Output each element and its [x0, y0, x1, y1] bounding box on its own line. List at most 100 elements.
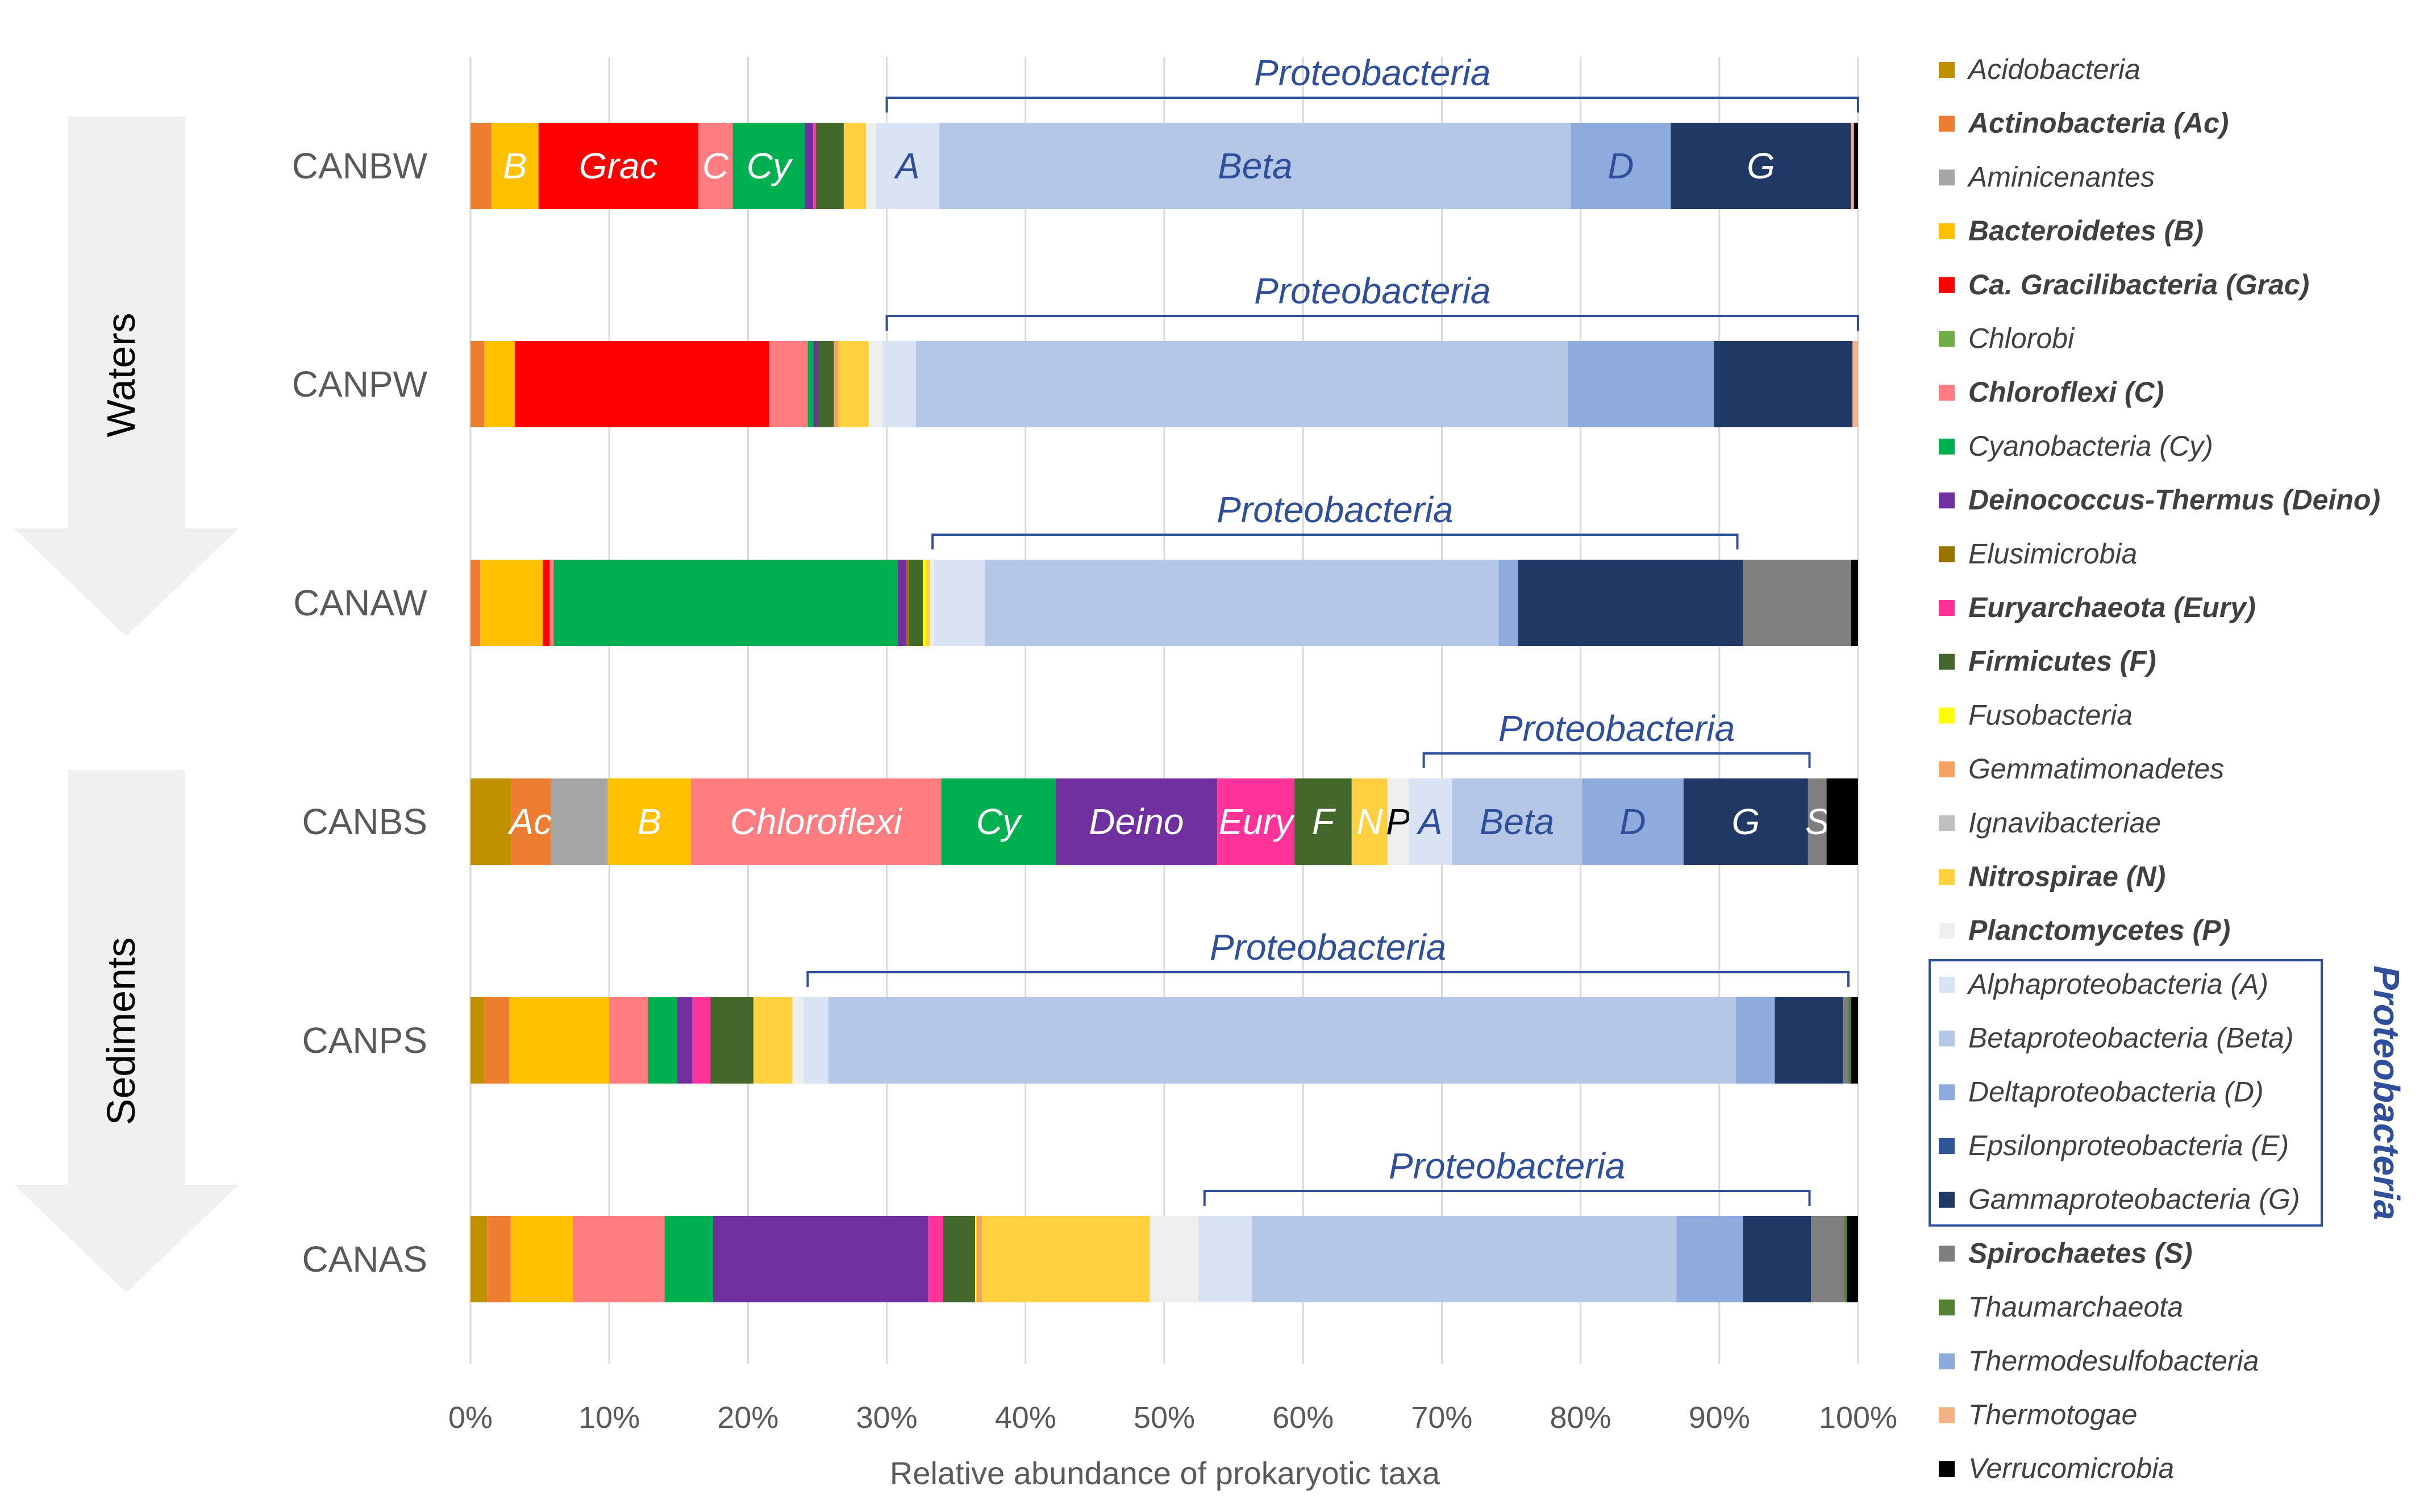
segment-label: D: [1607, 145, 1634, 186]
bar-segment-canas-euryarchaeota: [928, 1216, 943, 1302]
legend-swatch: [1939, 653, 1955, 670]
x-tick-label: 70%: [1411, 1401, 1472, 1435]
bar-segment-canpw-nitrospirae: [838, 341, 869, 427]
legend-entry: Aminicenantes: [1967, 161, 2155, 193]
legend-entry: Chlorobi: [1968, 323, 2075, 355]
bar-segment-canas-planctomycetes: [1150, 1216, 1198, 1302]
bar-segment-canbw-cyanobacteria: [732, 123, 805, 209]
legend-entry: Gemmatimonadetes: [1968, 753, 2224, 785]
proteobacteria-label: Proteobacteria: [1210, 927, 1446, 968]
bar-segment-canbw-bacteroidetes: [491, 123, 539, 209]
sediments-arrow: [14, 770, 239, 1293]
proteobacteria-bracket: [806, 971, 1850, 987]
legend-swatch: [1939, 600, 1955, 616]
bar-segment-canbs-acidobacteria: [470, 778, 511, 865]
bar-segment-canas-bacteroidetes: [510, 1216, 573, 1302]
proteobacteria-label: Proteobacteria: [1254, 270, 1490, 311]
segment-label: Beta: [1480, 801, 1555, 842]
bar-segment-canas-deinococcusthermus: [713, 1216, 928, 1302]
bar-segment-canas-actinobacteria: [487, 1216, 511, 1302]
bar-segment-canpw-actinobacteria: [470, 341, 485, 427]
bar-segment-canps-alphaproteobacteria: [803, 997, 829, 1084]
legend-swatch: [1939, 976, 1955, 993]
bar-segment-canaw-deinococcusthermus: [898, 560, 906, 646]
bar-segment-canbw-gammaproteobacteria: [1671, 123, 1851, 209]
bar-segment-canbw-thermotogae: [1851, 123, 1854, 209]
bar-segment-canaw-gammaproteobacteria: [1518, 560, 1743, 646]
legend-swatch: [1939, 169, 1955, 186]
segment-label: Grac: [579, 145, 658, 186]
segment-label: Cy: [747, 145, 793, 186]
legend-swatch: [1939, 707, 1955, 724]
bar-segment-canps-deinococcusthermus: [677, 997, 693, 1084]
bar-segment-canps-actinobacteria: [484, 997, 510, 1084]
segment-label: Cy: [976, 801, 1023, 842]
legend-swatch: [1939, 1299, 1955, 1316]
bar-segment-canbs-euryarchaeota: [1217, 778, 1295, 865]
bar-segment-canbw-planctomycetes: [865, 123, 876, 209]
category-label: CANAS: [302, 1239, 428, 1280]
bar-segment-canbs-verrucomicrobia: [1826, 778, 1858, 865]
bar-segment-canbs-gammaproteobacteria: [1683, 778, 1808, 865]
bar-segment-canas-spirochaetes: [1811, 1216, 1844, 1302]
bar-segment-canbw-firmicutes: [816, 123, 844, 209]
bar-segment-canbw-euryarchaeota: [813, 123, 817, 209]
x-tick-label: 0%: [448, 1401, 493, 1435]
bar-segment-canbs-chloroflexi: [690, 778, 942, 865]
proteobacteria-label: Proteobacteria: [1217, 489, 1453, 530]
bar-segment-canbs-nitrospirae: [1351, 778, 1388, 865]
legend-entry: Planctomycetes (P): [1968, 914, 2230, 946]
bar-segment-canaw-chloroflexi: [549, 560, 554, 646]
legend-entry: Fusobacteria: [1968, 699, 2133, 731]
bar-segment-canps-chloroflexi: [609, 997, 648, 1084]
legend-entry: Acidobacteria: [1967, 53, 2140, 85]
bar-segment-canbs-bacteroidetes: [607, 778, 691, 865]
bar-segment-canps-acidobacteria: [470, 997, 485, 1084]
bar-segment-canbw-deltaproteobacteria: [1571, 123, 1671, 209]
bar-segment-canps-planctomycetes: [792, 997, 804, 1084]
bar-segment-canaw-firmicutes: [909, 560, 923, 646]
legend-entry: Firmicutes (F): [1968, 645, 2156, 677]
category-label: CANPS: [302, 1020, 428, 1061]
bar-segment-canaw-verrucomicrobia: [1851, 560, 1858, 646]
bar-segment-canaw-ca: [542, 560, 550, 646]
proteobacteria-legend-box: [1929, 959, 2323, 1227]
segment-label: S: [1805, 801, 1830, 842]
legend-swatch: [1939, 1353, 1955, 1369]
sediments-arrow-label: Sediments: [99, 938, 143, 1126]
legend-swatch: [1939, 1138, 1955, 1154]
bar-segment-canps-cyanobacteria: [648, 997, 677, 1084]
legend-swatch: [1939, 223, 1955, 240]
legend-entry: Euryarchaeota (Eury): [1968, 592, 2256, 623]
bar-segment-canps-nitrospirae: [753, 997, 793, 1084]
segment-label: Beta: [1218, 145, 1293, 186]
bar-segment-canpw-chloroflexi: [769, 341, 808, 427]
legend-swatch: [1939, 438, 1955, 455]
bar-segment-canbs-actinobacteria: [510, 778, 551, 865]
bar-segment-canaw-elusimicrobia: [906, 560, 909, 646]
legend-entry: Betaproteobacteria (Beta): [1968, 1022, 2294, 1054]
legend-swatch: [1939, 115, 1955, 132]
category-label: CANAW: [293, 582, 427, 623]
x-tick-label: 100%: [1819, 1401, 1897, 1435]
legend-entry: Bacteroidetes (B): [1968, 215, 2204, 247]
bar-segment-canas-firmicutes: [943, 1216, 975, 1302]
waters-arrow: [14, 116, 239, 636]
legend-swatch: [1939, 62, 1955, 78]
bar-segment-canpw-planctomycetes: [868, 341, 883, 427]
legend-entry: Gammaproteobacteria (G): [1968, 1184, 2300, 1215]
segment-label: B: [503, 145, 527, 186]
gridlines: [469, 57, 1859, 1364]
bar-segment-canbw-nitrospirae: [843, 123, 866, 209]
segment-label: G: [1747, 145, 1775, 186]
segment-label: B: [637, 801, 661, 842]
bars: CANBW B Grac C Cy A Beta D G CANPW CANAW CANBS Ac B Ch…: [292, 123, 1858, 1302]
bar-segment-canps-gammaproteobacteria: [1775, 997, 1843, 1084]
bar-segment-canbs-betaproteobacteria: [1452, 778, 1582, 865]
bar-segment-canps-deltaproteobacteria: [1736, 997, 1775, 1084]
legend-swatch: [1939, 761, 1955, 778]
bar-segment-canaw-planctomycetes: [930, 560, 934, 646]
segment-label: Eury: [1218, 801, 1296, 842]
bar-segment-canbw-chloroflexi: [698, 123, 733, 209]
legend-swatch: [1939, 492, 1955, 509]
